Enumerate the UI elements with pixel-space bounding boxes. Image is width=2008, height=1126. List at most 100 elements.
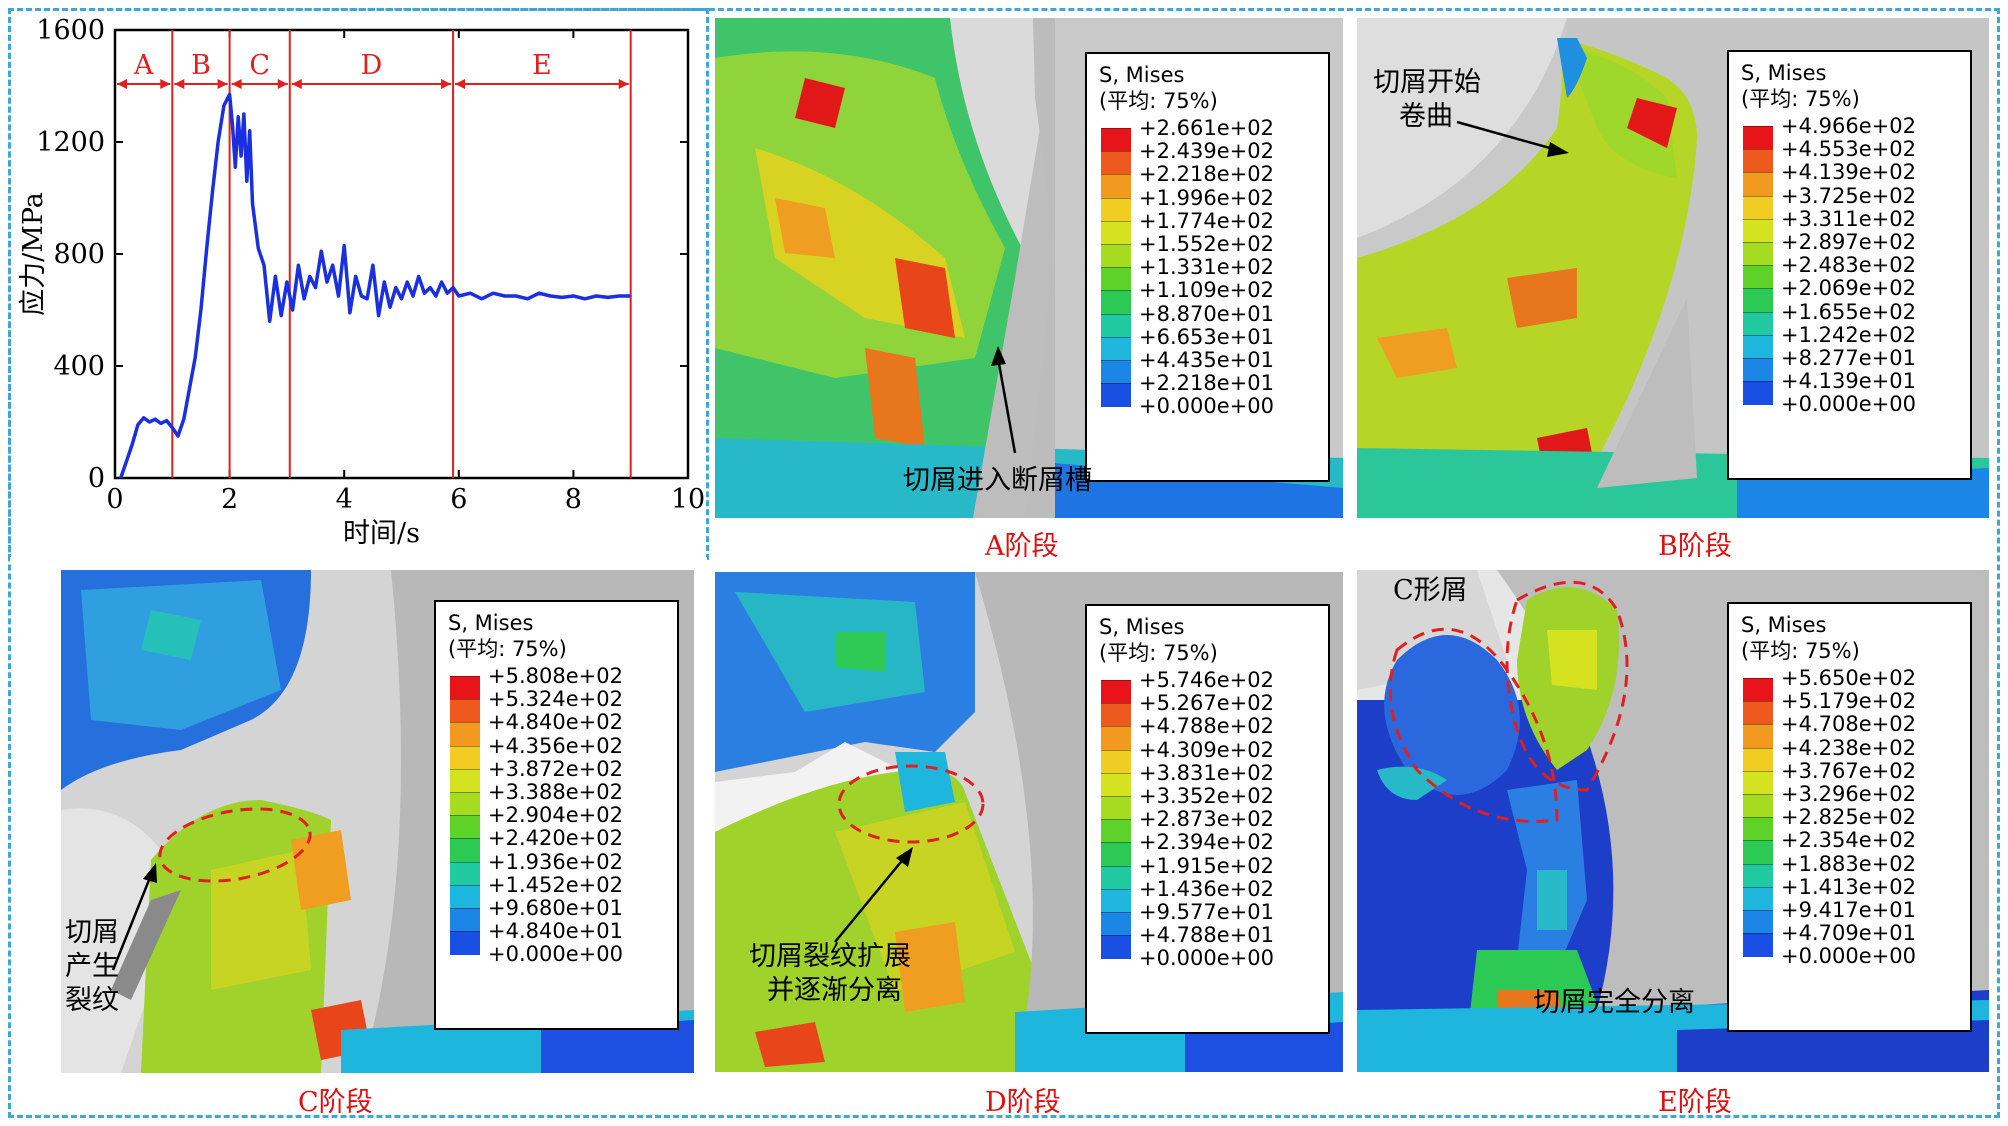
legend-row: +1.915e+02	[1099, 854, 1318, 890]
legend-row: +4.788e+02	[1099, 714, 1318, 751]
legend-swatch	[1101, 290, 1131, 315]
legend-value: +4.966e+02	[1781, 114, 1916, 138]
legend-value: +4.356e+02	[488, 733, 623, 758]
legend-swatch	[1101, 680, 1131, 705]
legend-row: +1.242e+02	[1741, 323, 1960, 359]
legend-swatch	[450, 815, 480, 840]
frame-gap	[10, 557, 707, 563]
arrow-a	[991, 346, 1017, 454]
legend-scale: +2.661e+02 +2.439e+02 +2.218e+02 +1.996e+02…	[1099, 116, 1318, 418]
legend-row: +2.069e+02	[1741, 276, 1960, 313]
legend-swatch	[1101, 243, 1131, 269]
legend-swatch	[450, 884, 480, 909]
legend-value: +1.552e+02	[1139, 231, 1274, 256]
legend-value: +3.388e+02	[488, 779, 623, 804]
legend-swatch	[1743, 218, 1773, 243]
legend-row: +2.904e+02	[448, 803, 667, 840]
legend-subtitle: (平均: 75%)	[1741, 87, 1860, 111]
legend-swatch	[450, 699, 480, 724]
legend-value: +2.661e+02	[1139, 116, 1274, 140]
annotation-d-2: 并逐渐分离	[767, 975, 902, 1006]
legend-value: +4.139e+01	[1781, 369, 1916, 394]
legend-value: +3.872e+02	[488, 756, 623, 781]
stage-label: D	[361, 50, 383, 81]
legend-row: +4.309e+02	[1099, 738, 1318, 774]
legend-value: +2.439e+02	[1139, 139, 1274, 164]
legend-row: +1.774e+02	[1099, 209, 1318, 245]
annotation-b-1: 切屑开始	[1373, 67, 1481, 98]
legend-b: S, Mises (平均: 75%) +4.966e+02 +4.553e+02 +…	[1727, 50, 1972, 480]
stress-series-line	[119, 92, 631, 479]
legend-row: +2.354e+02	[1741, 828, 1960, 865]
legend-value: +0.000e+00	[1781, 392, 1916, 417]
legend-swatch	[1743, 724, 1773, 749]
panel-c: S, Mises (平均: 75%) +5.808e+02 +5.324e+02 +…	[61, 570, 694, 1073]
legend-swatch	[1101, 842, 1131, 867]
legend-row: +1.109e+02	[1099, 278, 1318, 315]
legend-value: +8.870e+01	[1139, 301, 1274, 326]
x-tick-label: 4	[336, 484, 353, 515]
stage-label: C	[249, 50, 270, 81]
legend-row: +5.746e+02	[1099, 668, 1318, 705]
legend-swatch	[1101, 151, 1131, 176]
legend-value: +1.774e+02	[1139, 208, 1274, 233]
legend-row: +4.553e+02	[1741, 137, 1960, 174]
x-tick-label: 8	[565, 484, 582, 515]
caption-d: D阶段	[985, 1087, 1061, 1118]
legend-swatch	[1743, 381, 1773, 406]
legend-value: +3.352e+02	[1139, 783, 1274, 808]
legend-row: +2.897e+02	[1741, 230, 1960, 267]
legend-swatch	[1101, 703, 1131, 728]
stage-arrowhead	[217, 79, 228, 89]
y-tick-label: 800	[53, 239, 105, 270]
legend-row: +2.420e+02	[448, 826, 667, 863]
panel-e: S, Mises (平均: 75%) +5.650e+02 +5.179e+02 +…	[1357, 570, 1989, 1072]
legend-row: +3.296e+02	[1741, 782, 1960, 819]
legend-row: +2.825e+02	[1741, 805, 1960, 842]
y-tick-label: 1200	[36, 127, 105, 158]
legend-swatch	[450, 768, 480, 793]
legend-row: +1.552e+02	[1099, 232, 1318, 269]
legend-value: +2.354e+02	[1781, 828, 1916, 853]
stage-arrowhead	[455, 79, 466, 89]
legend-value: +9.577e+01	[1139, 899, 1274, 924]
stage-arrowhead	[174, 79, 185, 89]
annotation-c-1: 切屑	[65, 917, 119, 948]
legend-swatch	[450, 907, 480, 933]
legend-swatch	[1743, 149, 1773, 174]
x-tick-label: 2	[221, 484, 238, 515]
legend-swatch	[1743, 863, 1773, 888]
legend-swatch	[1101, 819, 1131, 844]
legend-row: +2.218e+01	[1099, 371, 1318, 408]
legend-row: +1.436e+02	[1099, 877, 1318, 913]
legend-swatch	[1101, 749, 1131, 774]
legend-row: +9.417e+01	[1741, 898, 1960, 935]
legend-value: +3.767e+02	[1781, 758, 1916, 783]
stage-arrowhead	[441, 79, 452, 89]
legend-row: +9.680e+01	[448, 896, 667, 933]
legend-swatch	[1743, 334, 1773, 359]
legend-row: +5.808e+02	[448, 664, 667, 701]
legend-row: +3.352e+02	[1099, 784, 1318, 821]
legend-value: +4.309e+02	[1139, 737, 1274, 762]
legend-swatch	[1743, 288, 1773, 313]
legend-value: +1.915e+02	[1139, 853, 1274, 878]
legend-row: +8.277e+01	[1741, 346, 1960, 383]
legend-scale: +5.650e+02 +5.179e+02 +4.708e+02 +4.238e+02…	[1741, 666, 1960, 968]
stage-arrowhead	[291, 79, 302, 89]
annotation-d-1: 切屑裂纹扩展	[749, 941, 911, 972]
annotation-c-2: 产生	[65, 951, 119, 982]
y-axis-label: 应力/MPa	[18, 192, 49, 316]
legend-row: +3.767e+02	[1741, 759, 1960, 795]
panel-b: S, Mises (平均: 75%) +4.966e+02 +4.553e+02 +…	[1357, 18, 1989, 518]
legend-value: +5.179e+02	[1781, 689, 1916, 714]
legend-row: +2.661e+02	[1099, 116, 1318, 153]
annotation-b-2: 卷曲	[1399, 101, 1453, 132]
legend-value: +1.242e+02	[1781, 322, 1916, 347]
legend-swatch	[1101, 359, 1131, 385]
legend-value: +2.904e+02	[488, 803, 623, 828]
legend-value: +4.238e+02	[1781, 735, 1916, 760]
legend-swatch	[1101, 197, 1131, 222]
legend-swatch	[1101, 313, 1131, 338]
legend-value: +1.452e+02	[488, 872, 623, 897]
